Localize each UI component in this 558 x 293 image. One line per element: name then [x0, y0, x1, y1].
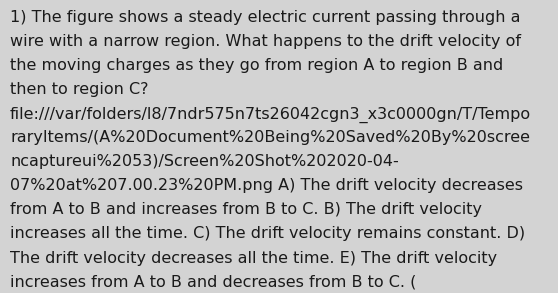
Text: raryItems/(A%20Document%20Being%20Saved%20By%20scree: raryItems/(A%20Document%20Being%20Saved%…: [10, 130, 530, 145]
Text: The drift velocity decreases all the time. E) The drift velocity: The drift velocity decreases all the tim…: [10, 251, 497, 265]
Text: the moving charges as they go from region A to region B and: the moving charges as they go from regio…: [10, 58, 503, 73]
Text: file:///var/folders/l8/7ndr575n7ts26042cgn3_x3c0000gn/T/Tempo: file:///var/folders/l8/7ndr575n7ts26042c…: [10, 106, 531, 122]
Text: ncaptureui%2053)/Screen%20Shot%202020-04-: ncaptureui%2053)/Screen%20Shot%202020-04…: [10, 154, 399, 169]
Text: increases from A to B and decreases from B to C. (: increases from A to B and decreases from…: [10, 275, 416, 289]
Text: from A to B and increases from B to C. B) The drift velocity: from A to B and increases from B to C. B…: [10, 202, 482, 217]
Text: 07%20at%207.00.23%20PM.png A) The drift velocity decreases: 07%20at%207.00.23%20PM.png A) The drift …: [10, 178, 523, 193]
Text: 1) The figure shows a steady electric current passing through a: 1) The figure shows a steady electric cu…: [10, 10, 521, 25]
Text: then to region C?: then to region C?: [10, 82, 148, 97]
Text: wire with a narrow region. What happens to the drift velocity of: wire with a narrow region. What happens …: [10, 34, 521, 49]
Text: increases all the time. C) The drift velocity remains constant. D): increases all the time. C) The drift vel…: [10, 226, 525, 241]
